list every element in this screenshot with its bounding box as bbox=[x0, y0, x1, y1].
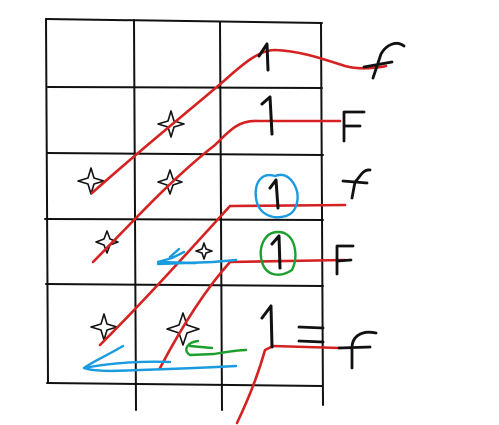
digit-one bbox=[270, 234, 282, 270]
row-4-label bbox=[259, 230, 355, 276]
red-wire-2 bbox=[91, 119, 342, 264]
row-5-label bbox=[260, 304, 378, 370]
digit-one bbox=[268, 178, 280, 210]
row-1-label bbox=[257, 42, 406, 80]
digit-one bbox=[260, 95, 274, 136]
grid-line-row-3 bbox=[44, 218, 324, 221]
output-letter bbox=[342, 110, 366, 143]
grid-line-row-1 bbox=[47, 86, 323, 89]
row-2-label bbox=[260, 95, 366, 143]
blue-circle-mark bbox=[254, 173, 299, 219]
four-pointed-star-icon bbox=[157, 169, 183, 195]
blue-arrow-upper bbox=[156, 247, 238, 266]
digit-one bbox=[257, 42, 270, 72]
output-letter bbox=[335, 244, 355, 276]
output-letter bbox=[362, 42, 406, 80]
output-letter bbox=[341, 168, 372, 200]
output-letter bbox=[337, 330, 378, 370]
blue-arrows bbox=[82, 247, 238, 373]
row-3-label bbox=[254, 168, 372, 219]
grid-line-row-4 bbox=[45, 283, 324, 287]
blue-arrow-lower bbox=[82, 344, 238, 373]
red-wire-5 bbox=[235, 344, 342, 425]
four-pointed-star-icon bbox=[95, 230, 119, 254]
red-wire-1 bbox=[90, 48, 388, 195]
four-pointed-star-icon bbox=[77, 167, 105, 195]
grid bbox=[44, 18, 324, 411]
red-wire-3 bbox=[98, 203, 347, 347]
grid-col-line-1 bbox=[133, 19, 137, 411]
four-pointed-star-icon bbox=[90, 313, 118, 341]
green-scribble-mark bbox=[185, 339, 248, 357]
four-pointed-star-icon bbox=[195, 242, 213, 260]
grid-line-row-2 bbox=[46, 152, 324, 156]
equals-sign bbox=[297, 325, 325, 344]
red-wire-4 bbox=[158, 258, 347, 370]
green-circle-mark bbox=[259, 230, 297, 276]
digit-one bbox=[260, 304, 274, 349]
green-scribble bbox=[185, 339, 248, 357]
grid-top-line bbox=[45, 18, 323, 24]
grid-left-line bbox=[45, 18, 49, 384]
grid-bottom-line bbox=[46, 382, 323, 387]
